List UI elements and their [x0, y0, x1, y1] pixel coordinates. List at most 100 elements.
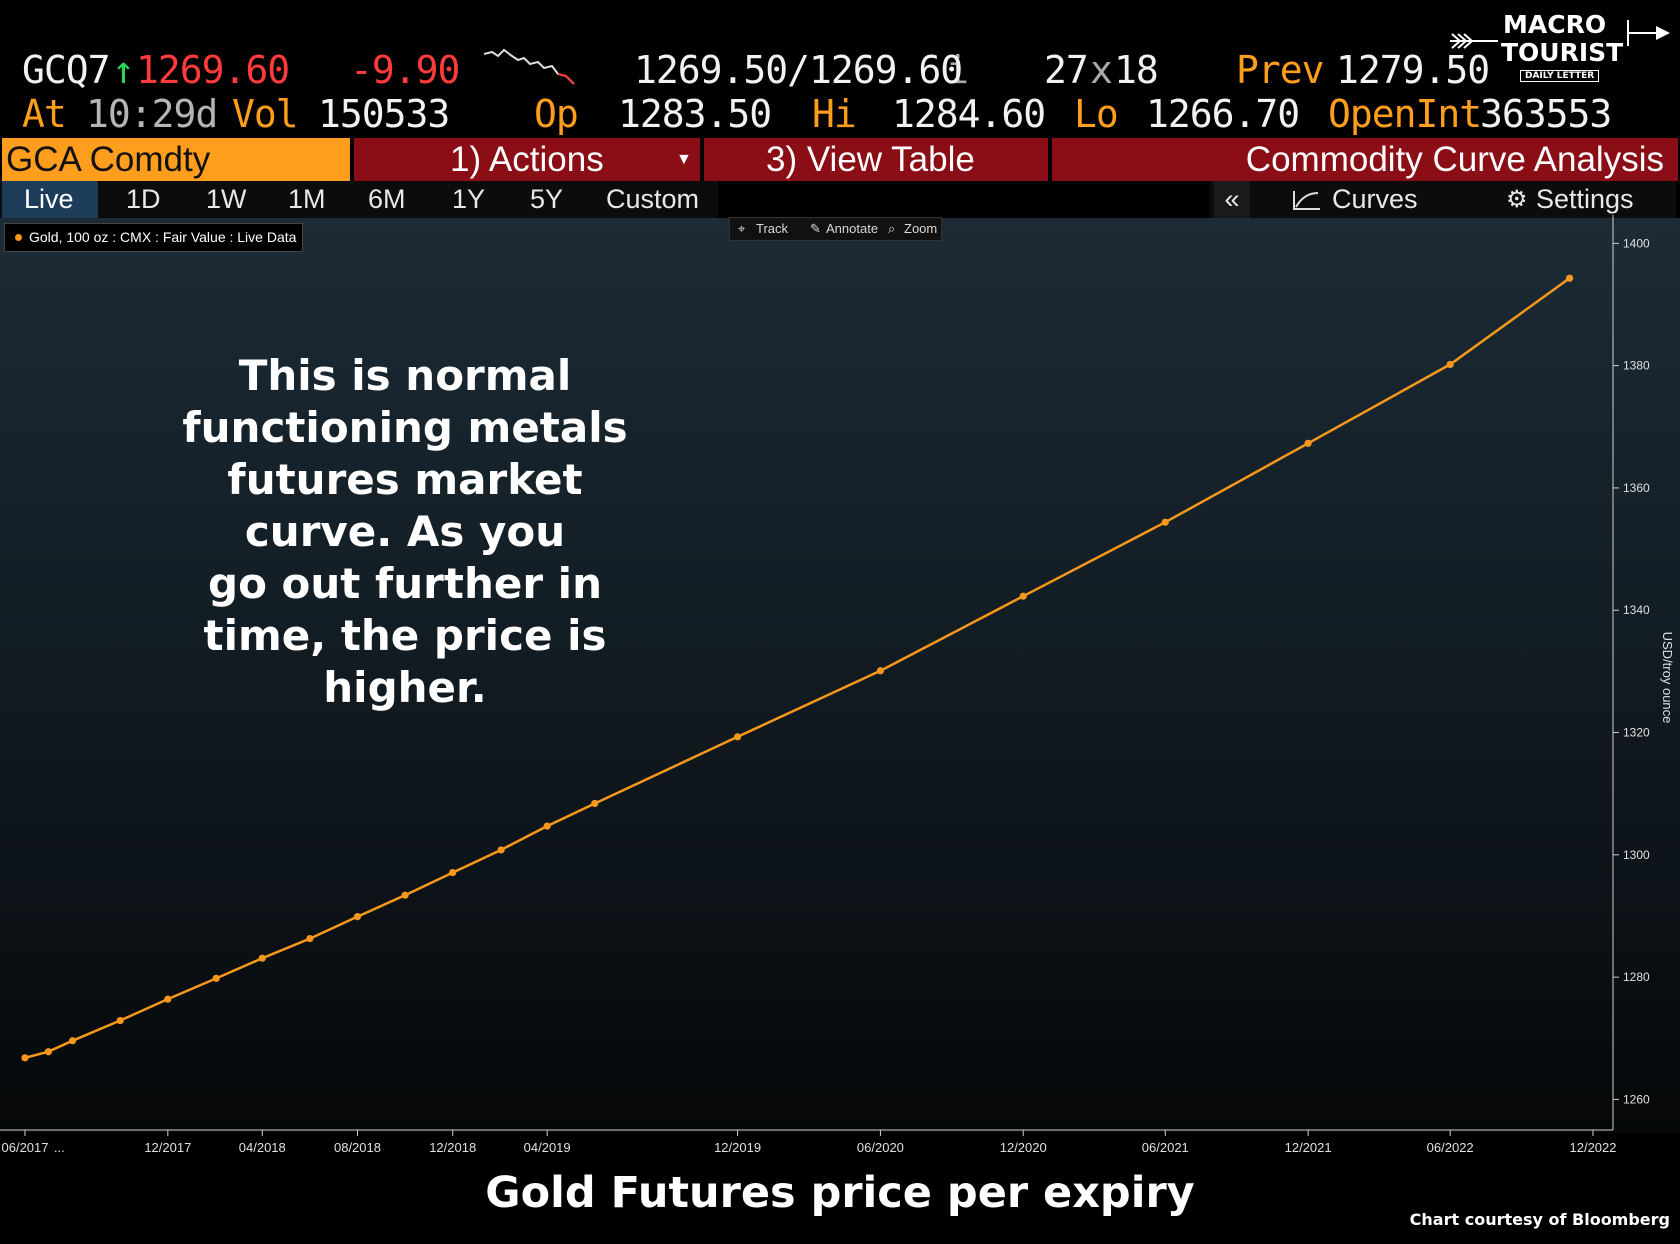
security-label: GCA Comdty: [6, 140, 211, 179]
open-interest-label: OpenInt: [1328, 92, 1482, 136]
size-separator: x: [1090, 48, 1113, 92]
tab-1w[interactable]: 1W: [206, 184, 247, 214]
data-point: [353, 912, 362, 921]
logo-line-3: DAILY LETTER: [1520, 70, 1600, 82]
timeframe-tabs: Live 1D 1W 1M 6M 1Y 5Y Custom: [0, 181, 718, 218]
x-tick-label: 12/2017: [144, 1140, 191, 1155]
open-value: 1283.50: [618, 92, 772, 136]
ticker[interactable]: GCQ7: [22, 48, 111, 92]
tab-live[interactable]: Live: [24, 184, 74, 214]
bid-size: 27: [1044, 48, 1089, 92]
legend-label: Gold, 100 oz : CMX : Fair Value : Live D…: [29, 229, 297, 245]
track-button[interactable]: Track: [756, 221, 789, 236]
collapse-button[interactable]: «: [1214, 181, 1250, 218]
view-table-button[interactable]: 3) View Table: [704, 138, 1048, 181]
x-tick-label: 12/2019: [714, 1140, 761, 1155]
chart-annotation: This is normal functioning metals future…: [182, 351, 628, 712]
open-interest-value: 363553: [1480, 92, 1612, 136]
x-tick-label: 12/2018: [429, 1140, 476, 1155]
data-point: [876, 667, 885, 675]
tab-5y[interactable]: 5Y: [530, 184, 564, 214]
legend-dot-icon: [15, 234, 22, 241]
data-point: [733, 733, 742, 741]
tab-1m[interactable]: 1M: [288, 184, 326, 214]
arrow-feather-icon: [1450, 33, 1498, 49]
data-point: [1304, 439, 1312, 447]
at-label: At: [22, 92, 67, 136]
chart-tools: ⌖ Track ✎ Annotate ⌕ Zoom: [729, 217, 942, 241]
data-point: [591, 799, 599, 808]
x-tick-label: 12/2020: [1000, 1140, 1047, 1155]
view-table-label: 3) View Table: [766, 140, 975, 179]
logo-line-1: MACRO: [1503, 10, 1607, 39]
tab-6m[interactable]: 6M: [368, 184, 406, 214]
data-point: [116, 1016, 124, 1025]
data-point: [543, 822, 551, 830]
tab-1d[interactable]: 1D: [126, 184, 161, 214]
logo-line-2: TOURIST: [1501, 38, 1624, 67]
x-tick-label: ...: [54, 1140, 65, 1155]
data-point: [258, 954, 266, 962]
up-arrow-icon: ↑: [112, 48, 135, 92]
y-tick-label: 1400: [1623, 236, 1650, 250]
legend[interactable]: Gold, 100 oz : CMX : Fair Value : Live D…: [4, 223, 304, 252]
x-tick-label: 04/2019: [524, 1140, 571, 1155]
gear-icon: ⚙: [1506, 186, 1528, 213]
crosshair-icon: ⌖: [738, 221, 746, 236]
high-label: Hi: [812, 92, 857, 136]
x-tick-label: 08/2018: [334, 1140, 381, 1155]
high-value: 1284.60: [892, 92, 1046, 136]
data-point: [306, 935, 314, 943]
time-value: 10:29d: [86, 92, 218, 136]
open-label: Op: [534, 92, 579, 136]
data-point: [497, 846, 505, 854]
x-tick-label: 12/2022: [1570, 1140, 1617, 1155]
pencil-icon: ✎: [810, 221, 821, 236]
low-value: 1266.70: [1146, 92, 1300, 136]
curves-button[interactable]: Curves: [1332, 184, 1418, 214]
data-point: [164, 995, 172, 1003]
macro-tourist-logo: MACRO TOURIST DAILY LETTER: [1448, 8, 1676, 88]
quote-header: GCQ7 ↑ 1269.60 -9.90 1269.50/1269.60 i 2…: [0, 0, 1680, 138]
data-point: [44, 1048, 53, 1056]
actions-label: 1) Actions: [450, 140, 604, 179]
x-tick-label: 06/2022: [1427, 1140, 1474, 1155]
arrow-tip-icon: [1627, 20, 1670, 46]
y-tick-label: 1380: [1623, 359, 1650, 373]
last-price: 1269.60: [136, 48, 290, 92]
annotate-button[interactable]: Annotate: [826, 221, 879, 236]
chevron-down-icon: ▼: [676, 151, 692, 168]
y-tick-label: 1340: [1623, 603, 1650, 617]
y-axis-title: USD/troy ounce: [1660, 632, 1675, 724]
net-change: -9.90: [350, 48, 460, 92]
chart-credit: Chart courtesy of Bloomberg: [1409, 1210, 1670, 1229]
y-tick-label: 1260: [1623, 1092, 1650, 1106]
data-point: [1565, 274, 1574, 282]
tab-custom[interactable]: Custom: [606, 184, 700, 214]
y-tick-label: 1300: [1623, 848, 1650, 862]
x-tick-label: 06/2020: [857, 1140, 904, 1155]
x-tick-label: 04/2018: [239, 1140, 286, 1155]
tab-1y[interactable]: 1Y: [452, 184, 486, 214]
vol-label: Vol: [232, 92, 299, 136]
prev-label: Prev: [1236, 48, 1325, 92]
chart-title: Gold Futures price per expiry: [485, 1168, 1195, 1218]
y-tick-label: 1320: [1623, 726, 1650, 740]
data-point: [69, 1037, 77, 1045]
y-tick-label: 1360: [1623, 481, 1650, 495]
security-field[interactable]: GCA Comdty: [2, 138, 350, 181]
data-point: [401, 891, 409, 899]
settings-button[interactable]: Settings: [1536, 184, 1634, 214]
zoom-button[interactable]: Zoom: [904, 221, 938, 236]
y-tick-label: 1280: [1623, 970, 1650, 984]
data-point: [212, 974, 220, 982]
low-label: Lo: [1074, 92, 1119, 136]
bid-ask: 1269.50/1269.60: [634, 48, 963, 92]
function-title: Commodity Curve Analysis: [1052, 138, 1678, 181]
actions-menu[interactable]: 1) Actions ▼: [354, 138, 700, 181]
prev-value: 1279.50: [1336, 48, 1490, 92]
data-point: [1019, 592, 1027, 600]
zoom-icon: ⌕: [888, 221, 896, 236]
sparkline-icon: [484, 48, 575, 85]
